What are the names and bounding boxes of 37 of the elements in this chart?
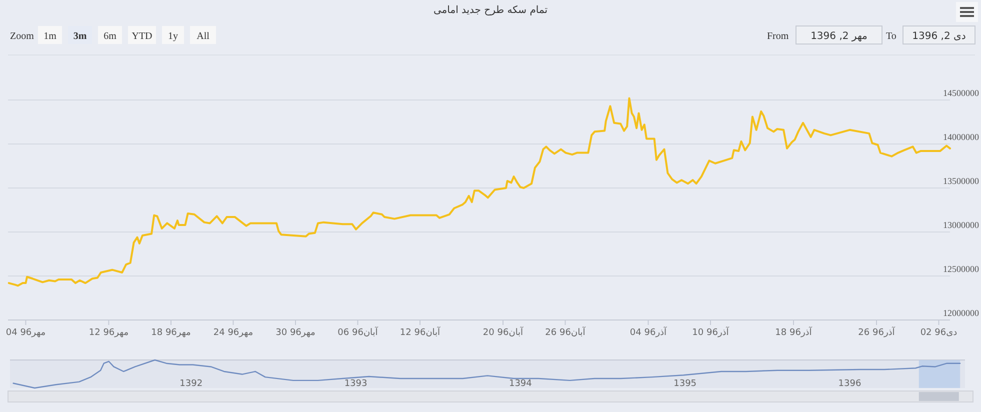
text: 1y — [168, 31, 178, 42]
x-tick-label: 30 مهر96 — [276, 328, 316, 338]
x-tick-label: 26 آبان96 — [545, 326, 586, 338]
x-tick-label: 1392 — [180, 379, 203, 389]
x-tick-label: 10 آذر96 — [692, 326, 730, 338]
x-tick-label: 18 مهر96 — [151, 328, 192, 338]
x-tick-label: 20 آبان96 — [482, 326, 524, 338]
text: 3m — [73, 31, 88, 42]
x-tick-label: 06 آبان96 — [338, 326, 378, 338]
text: All — [196, 31, 210, 42]
x-tick-label: 12 مهر96 — [88, 328, 129, 338]
x-tick-label: 1396 — [838, 379, 862, 389]
text: 6m — [104, 31, 117, 42]
x-tick-label: 26 آذر96 — [858, 326, 896, 338]
x-tick-label: 18 آذر96 — [775, 326, 812, 338]
y-tick-label: 12500000 — [943, 264, 980, 274]
text: From — [767, 31, 789, 42]
y-tick-label: 14000000 — [943, 132, 980, 142]
text: Zoom — [10, 31, 34, 42]
text: YTD — [132, 31, 152, 42]
y-tick-label: 13500000 — [943, 176, 980, 186]
x-tick-label: 1394 — [508, 379, 532, 389]
text: 1m — [44, 31, 57, 42]
x-tick-label: 1393 — [344, 379, 368, 389]
x-tick-label: 24 مهر96 — [213, 328, 254, 338]
text: مهر 2, 1396 — [810, 31, 868, 42]
x-tick-label: 1395 — [674, 379, 697, 389]
y-tick-label: 13000000 — [943, 220, 980, 230]
chart-title: تمام سکه طرح جدید امامی — [433, 5, 548, 16]
text: To — [886, 31, 896, 42]
x-tick-label: 04 مهر96 — [6, 328, 46, 338]
text: دی 2, 1396 — [912, 31, 966, 42]
x-tick-label: 04 آذر96 — [630, 326, 668, 338]
y-tick-label: 12000000 — [943, 308, 980, 318]
x-tick-label: 02 دی96 — [920, 328, 958, 338]
y-tick-label: 14500000 — [943, 88, 980, 98]
x-tick-label: 12 آبان96 — [400, 326, 441, 338]
